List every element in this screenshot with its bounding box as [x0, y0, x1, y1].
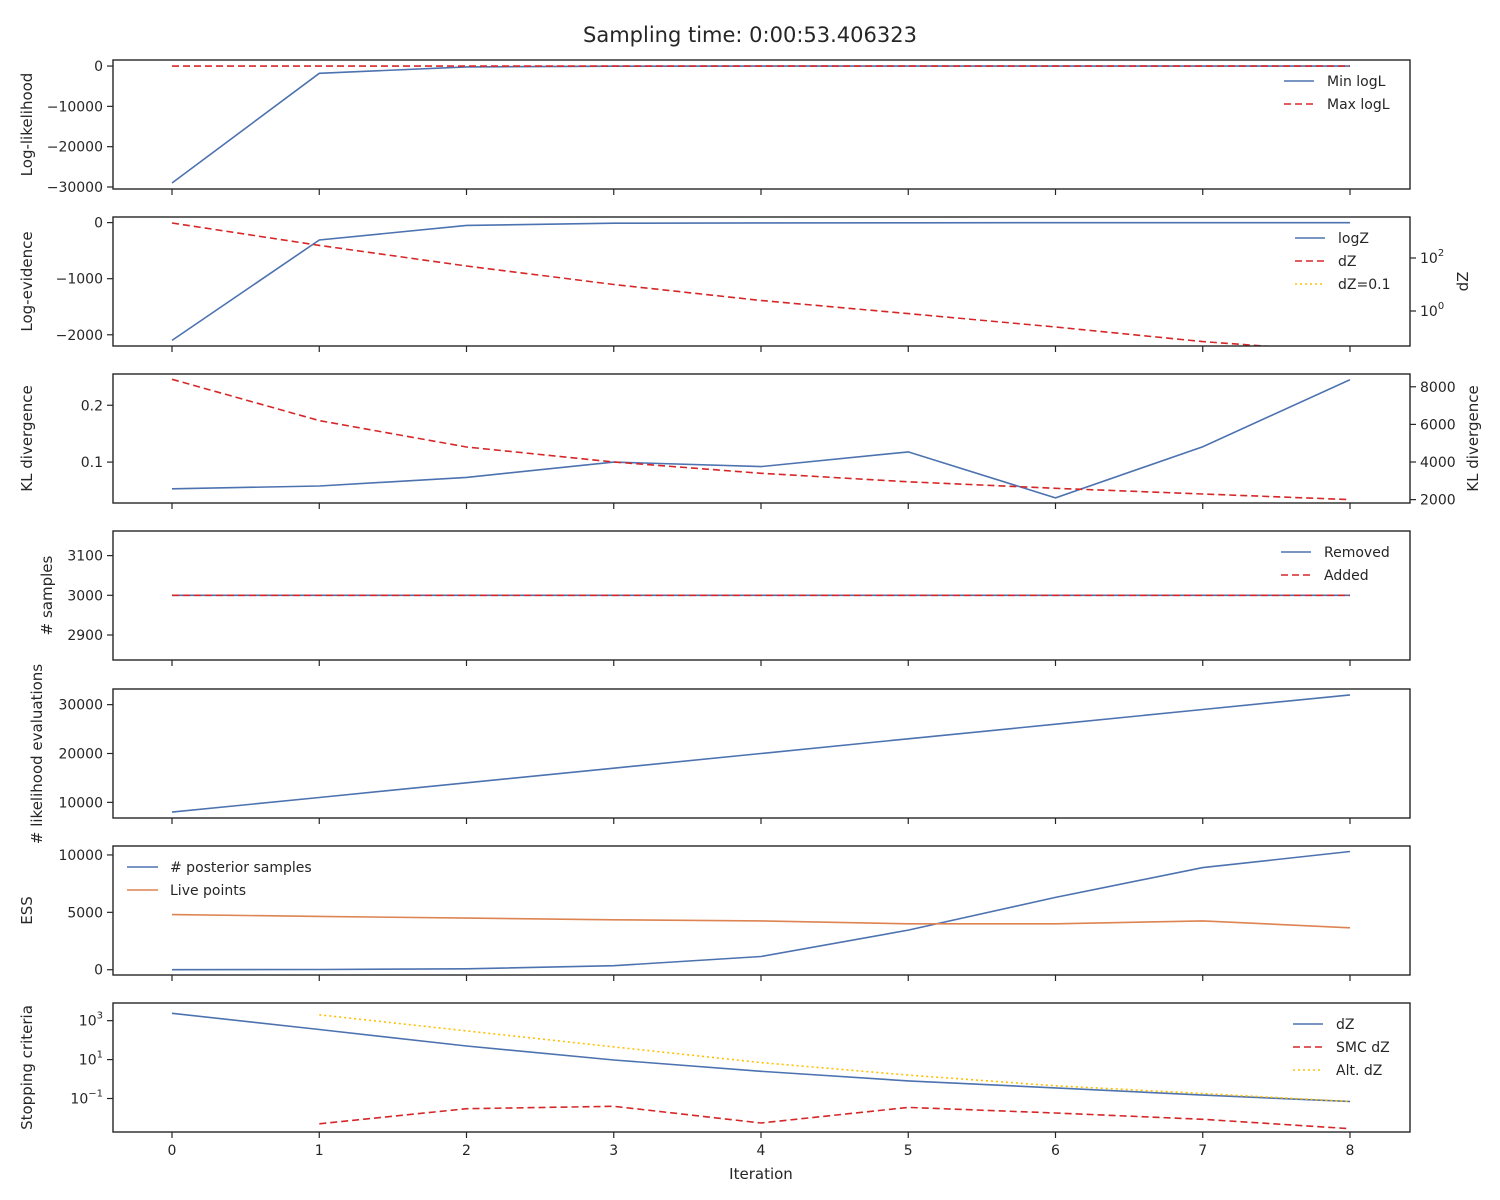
x-axis-label: Iteration	[729, 1165, 793, 1183]
legend-label: Removed	[1324, 545, 1390, 561]
y-tick-label: 103	[79, 1011, 103, 1030]
axes-frame	[112, 688, 1411, 819]
y2-tick-label: 8000	[1420, 380, 1456, 396]
y-tick-label: −1000	[56, 272, 103, 288]
y-tick-label: 10000	[58, 848, 103, 864]
x-tick-label: 0	[168, 1143, 177, 1159]
subplot-3: 0.2 0.1 8000 6000 4000 2000 KL divergence KL di…	[18, 373, 1482, 509]
y-axis-label: KL divergence	[18, 385, 36, 491]
axes-frame	[112, 1002, 1411, 1133]
x-tick-label: 1	[315, 1143, 324, 1159]
legend-label: Added	[1324, 568, 1369, 584]
y-tick-label: 3100	[67, 549, 103, 565]
y-tick-label: −30000	[47, 180, 103, 196]
y-tick-label: −10000	[47, 99, 103, 115]
y2-tick-label: 2000	[1420, 493, 1456, 509]
series-group	[171, 694, 1351, 813]
subplot-6: 10000 5000 0 ESS # posterior samples Live poi…	[18, 845, 1411, 981]
series-group	[171, 65, 1350, 184]
y-tick-label: 10−1	[70, 1089, 103, 1108]
y-tick-label: 3000	[67, 588, 103, 604]
y-tick-label: 0.2	[81, 398, 103, 414]
legend-label: Max logL	[1327, 97, 1390, 113]
series-group	[171, 378, 1351, 501]
subplot-5: 30000 20000 10000 # likelihood evaluations	[28, 664, 1411, 844]
axes-frame	[112, 530, 1411, 661]
axes-frame	[112, 845, 1411, 976]
legend-label: dZ	[1336, 1017, 1354, 1033]
y-tick-label: 10000	[58, 795, 103, 811]
x-tick-label: 6	[1051, 1143, 1060, 1159]
y-tick-label: −2000	[56, 328, 103, 344]
legend-label: dZ=0.1	[1338, 277, 1390, 293]
legend-label: logZ	[1338, 231, 1369, 247]
y-axis-label: Log-likelihood	[18, 73, 36, 177]
y-axis-label: Stopping criteria	[18, 1005, 36, 1130]
y-tick-label: 0	[94, 963, 103, 979]
legend-label: Alt. dZ	[1336, 1063, 1382, 1079]
y2-tick-label: 100	[1420, 301, 1444, 320]
series-group	[171, 1012, 1351, 1130]
y-tick-label: 30000	[58, 698, 103, 714]
y-tick-label: 0	[94, 216, 103, 232]
series-line-dz	[171, 1012, 1351, 1103]
subplot-7: 0 1 2 3 4 5 6 7 8 103 101 10−1 Stopping criteria dZ SM…	[18, 1002, 1411, 1159]
legend-label: SMC dZ	[1336, 1040, 1390, 1056]
series-line-dz	[171, 222, 1276, 346]
x-tick-label: 3	[609, 1143, 618, 1159]
y-axis-label: Log-evidence	[18, 231, 36, 331]
legend: # posterior samples Live points	[127, 860, 312, 899]
y-axis-label: # samples	[38, 555, 56, 635]
y2-tick-label: 6000	[1420, 417, 1456, 433]
series-group	[171, 850, 1351, 971]
legend-label: # posterior samples	[170, 860, 312, 876]
y-tick-label: 2900	[67, 628, 103, 644]
legend-label: Min logL	[1327, 74, 1386, 90]
legend: Min logL Max logL	[1284, 74, 1390, 113]
y-tick-label: 5000	[67, 905, 103, 921]
series-line-series-2	[171, 378, 1351, 501]
y-axis-label: # likelihood evaluations	[28, 664, 46, 844]
series-line-series-1	[171, 694, 1351, 813]
series-line-live-points	[171, 913, 1351, 929]
x-tick-label: 4	[757, 1143, 766, 1159]
y2-axis-label: KL divergence	[1464, 385, 1482, 491]
x-tick-label: 2	[462, 1143, 471, 1159]
y-axis-label: ESS	[18, 896, 36, 925]
x-tick-label: 5	[904, 1143, 913, 1159]
y-tick-label: 0.1	[81, 455, 103, 471]
figure-title: Sampling time: 0:00:53.406323	[583, 23, 917, 47]
axes-frame	[112, 216, 1411, 347]
legend: dZ SMC dZ Alt. dZ	[1293, 1017, 1390, 1079]
subplot-4: 3100 3000 2900 # samples Removed Added	[38, 530, 1411, 666]
y2-axis-label: dZ	[1454, 272, 1472, 292]
axes-frame	[112, 373, 1411, 504]
series-line-series-1	[171, 378, 1351, 499]
series-line-posterior-samples	[171, 850, 1351, 971]
series-line-alt-dz	[319, 1014, 1351, 1103]
x-tick-label: 8	[1346, 1143, 1355, 1159]
legend-label: dZ	[1338, 254, 1356, 270]
legend: logZ dZ dZ=0.1	[1295, 231, 1390, 293]
subplot-1: 0 −10000 −20000 −30000 Log-likelihood Min log…	[18, 59, 1411, 196]
series-line-min-logl	[171, 65, 1350, 184]
legend: Removed Added	[1281, 545, 1390, 584]
y2-tick-label: 102	[1420, 248, 1444, 267]
y-tick-label: 0	[94, 59, 103, 75]
subplot-2: 0 −1000 −2000 102 100 Log-evidence dZ logZ dZ dZ=…	[18, 216, 1472, 352]
y2-tick-label: 4000	[1420, 455, 1456, 471]
series-line-logz	[171, 221, 1350, 342]
series-group	[171, 221, 1350, 346]
y-tick-label: 101	[79, 1050, 103, 1069]
y-tick-label: −20000	[47, 140, 103, 156]
y-tick-label: 20000	[58, 747, 103, 763]
series-line-smc-dz	[319, 1105, 1351, 1130]
x-tick-label: 7	[1198, 1143, 1207, 1159]
legend-label: Live points	[170, 883, 246, 899]
axes-frame	[112, 59, 1411, 190]
